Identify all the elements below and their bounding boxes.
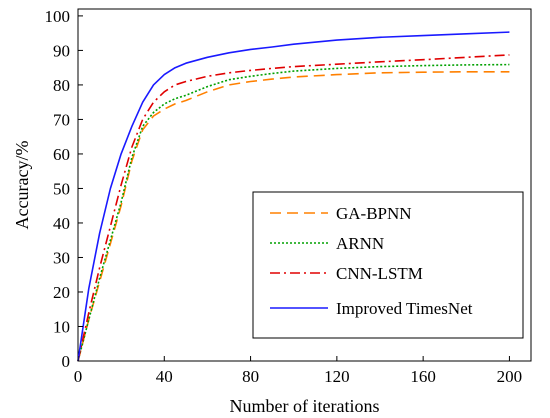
series-line-improved-timesnet xyxy=(77,31,510,362)
y-tick-label: 100 xyxy=(45,7,71,26)
series-line-ga-bpnn xyxy=(77,71,510,362)
y-axis-title: Accuracy/% xyxy=(12,141,32,230)
series-line-arnn xyxy=(77,63,510,362)
legend-label: Improved TimesNet xyxy=(336,299,473,318)
series-line-cnn-lstm xyxy=(77,54,510,362)
y-tick-label: 40 xyxy=(53,214,70,233)
x-tick-label: 80 xyxy=(242,367,259,386)
y-tick-label: 60 xyxy=(53,145,70,164)
axes-layer: 0 40 80 120 160 200 0 10 20 30 40 50 60 70 80 90 100 xyxy=(45,7,523,386)
legend-box xyxy=(252,191,524,339)
y-tick-label: 70 xyxy=(53,110,70,129)
y-tick-label: 30 xyxy=(53,248,70,267)
y-tick-label: 90 xyxy=(53,41,70,60)
y-tick-label: 10 xyxy=(53,317,70,336)
x-tick-label: 120 xyxy=(324,367,350,386)
x-tick-label: 160 xyxy=(410,367,436,386)
x-axis-title: Number of iterations xyxy=(230,396,380,416)
y-tick-label: 50 xyxy=(53,179,70,198)
x-tick-label: 40 xyxy=(156,367,173,386)
legend-label: ARNN xyxy=(336,234,384,253)
y-tick-label: 80 xyxy=(53,76,70,95)
y-tick-label: 0 xyxy=(62,352,71,371)
legend: GA-BPNN ARNN CNN-LSTM Improved TimesNet xyxy=(252,191,524,339)
y-tick-label: 20 xyxy=(53,283,70,302)
x-tick-label: 0 xyxy=(74,367,83,386)
x-tick-label: 200 xyxy=(497,367,523,386)
series-layer xyxy=(77,31,510,362)
legend-label: GA-BPNN xyxy=(336,204,412,223)
legend-label: CNN-LSTM xyxy=(336,264,423,283)
